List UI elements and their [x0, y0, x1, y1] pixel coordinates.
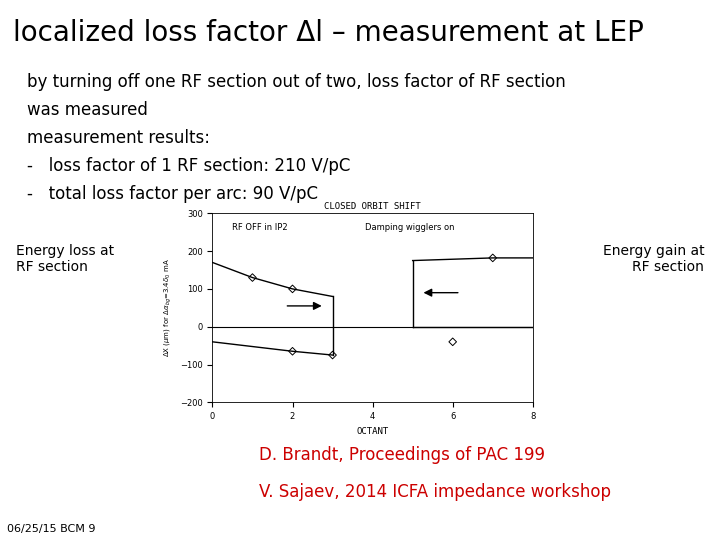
Point — [487, 254, 498, 262]
Y-axis label: $\Delta$X ($\mu$m) for $\Delta\alpha_{bg}$=3.4$\delta_0$ mA: $\Delta$X ($\mu$m) for $\Delta\alpha_{bg… — [163, 259, 174, 357]
Title: CLOSED ORBIT SHIFT: CLOSED ORBIT SHIFT — [324, 202, 421, 211]
Text: was measured: was measured — [27, 101, 148, 119]
Text: localized loss factor Δl – measurement at LEP: localized loss factor Δl – measurement a… — [13, 19, 644, 47]
Text: by turning off one RF section out of two, loss factor of RF section: by turning off one RF section out of two… — [27, 73, 566, 91]
Text: Energy loss at
RF section: Energy loss at RF section — [16, 244, 114, 274]
Text: RF OFF in IP2: RF OFF in IP2 — [233, 224, 288, 232]
Text: Energy gain at
RF section: Energy gain at RF section — [603, 244, 704, 274]
Text: -   loss factor of 1 RF section: 210 V/pC: - loss factor of 1 RF section: 210 V/pC — [27, 157, 351, 175]
Point — [287, 347, 298, 355]
Point — [287, 285, 298, 293]
Point — [327, 351, 338, 360]
Text: 06/25/15 BCM 9: 06/25/15 BCM 9 — [7, 523, 96, 534]
Text: -   total loss factor per arc: 90 V/pC: - total loss factor per arc: 90 V/pC — [27, 185, 318, 203]
Point — [447, 338, 459, 346]
Text: Damping wigglers on: Damping wigglers on — [364, 224, 454, 232]
Text: measurement results:: measurement results: — [27, 129, 210, 147]
Text: D. Brandt, Proceedings of PAC 199: D. Brandt, Proceedings of PAC 199 — [259, 446, 545, 463]
Text: V. Sajaev, 2014 ICFA impedance workshop: V. Sajaev, 2014 ICFA impedance workshop — [259, 483, 611, 501]
Point — [247, 273, 258, 282]
X-axis label: OCTANT: OCTANT — [356, 427, 389, 436]
